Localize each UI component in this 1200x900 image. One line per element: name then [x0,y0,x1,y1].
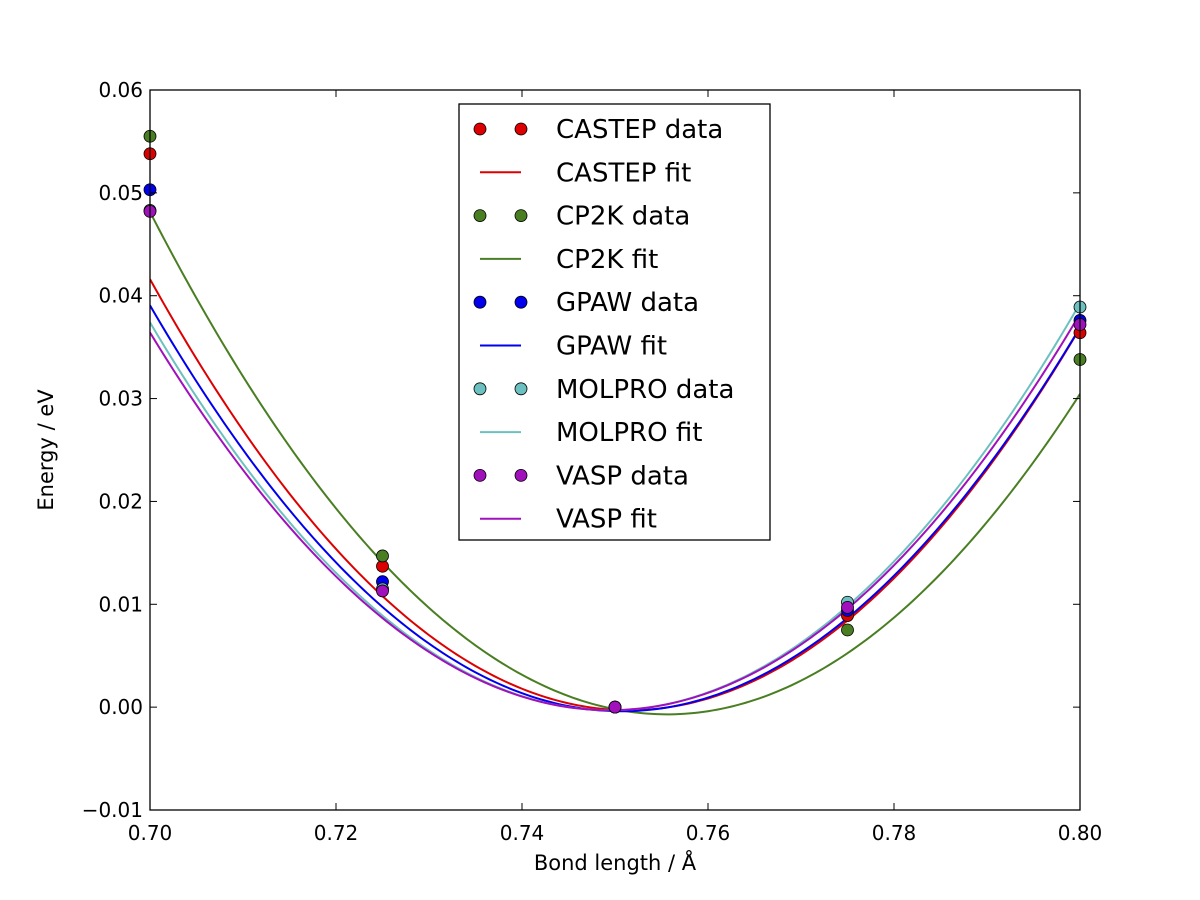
legend-entry-castep-fit: CASTEP fit [480,158,691,188]
y-tick-label: 0.00 [98,695,143,719]
x-tick-label: 0.76 [686,821,731,845]
plot-frame [149,89,1081,811]
legend-frame [458,103,771,541]
y-tick-label: −0.01 [82,798,143,822]
legend-entry-vasp-fit: VASP fit [480,505,657,535]
cp2k-data-point [376,549,389,563]
x-tick-label: 0.70 [128,821,173,845]
legend-label: GPAW data [556,288,699,318]
legend-entry-castep-data: CASTEP data [473,115,723,145]
y-axis-ticks: −0.01 0.00 0.01 0.02 0.03 0.04 0.05 0.06 [82,78,1080,822]
legend-label: GPAW fit [556,332,667,362]
legend-marker [514,382,528,396]
x-tick-label: 0.80 [1058,821,1103,845]
legend-label: VASP data [556,461,689,491]
legend-entry-molpro-fit: MOLPRO fit [480,418,702,448]
legend-entry-gpaw-fit: GPAW fit [480,332,667,362]
legend-marker [514,295,528,309]
legend-marker [514,468,528,482]
vasp-data-point [376,584,389,598]
y-tick-label: 0.06 [98,78,143,102]
legend-marker [473,209,487,223]
x-tick-label: 0.78 [872,821,917,845]
legend-marker [514,209,528,223]
legend-entry-cp2k-fit: CP2K fit [480,245,658,275]
vasp-data-point [841,600,854,614]
y-tick-label: 0.02 [98,489,143,513]
y-tick-label: 0.01 [98,592,143,616]
legend-label: MOLPRO data [556,375,734,405]
legend-marker [473,382,487,396]
x-tick-label: 0.74 [500,821,545,845]
legend-entry-vasp-data: VASP data [473,461,689,491]
legend-label: CP2K fit [556,245,658,275]
y-tick-label: 0.04 [98,284,143,308]
x-tick-label: 0.72 [314,821,359,845]
legend-marker [514,122,528,136]
legend-label: CASTEP data [556,115,723,145]
legend-label: CP2K data [556,202,690,232]
legend-marker [473,295,487,309]
legend-marker [473,468,487,482]
x-axis-label: Bond length / Å [534,849,697,875]
legend-entry-cp2k-data: CP2K data [473,202,690,232]
legend-entry-molpro-data: MOLPRO data [473,375,734,405]
y-axis-label: Energy / eV [34,389,58,511]
legend-label: VASP fit [556,505,657,535]
legend: CASTEP data CASTEP fit CP2K data CP2K fit GP… [458,103,771,541]
cp2k-data-point [841,623,854,637]
y-tick-label: 0.05 [98,181,143,205]
y-tick-label: 0.03 [98,387,143,411]
vasp-data-point [608,700,622,714]
legend-entry-gpaw-data: GPAW data [473,288,699,318]
legend-label: CASTEP fit [556,158,691,188]
legend-label: MOLPRO fit [556,418,702,448]
legend-marker [473,122,487,136]
x-axis-ticks: 0.70 0.72 0.74 0.76 0.78 0.80 [128,90,1103,845]
